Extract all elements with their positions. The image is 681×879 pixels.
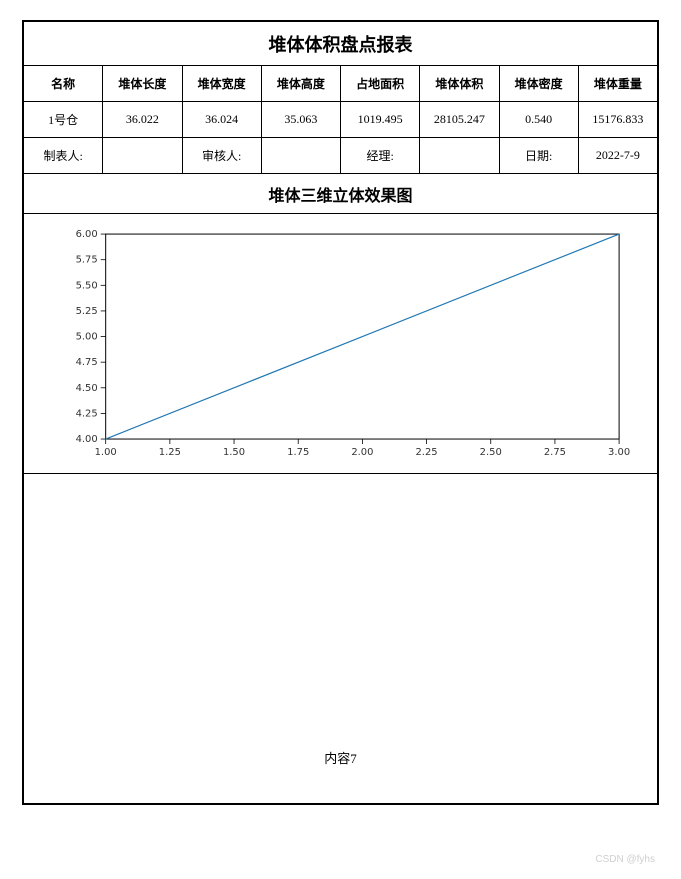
svg-text:5.25: 5.25	[76, 306, 98, 317]
cell-weight: 15176.833	[578, 102, 657, 138]
cell-name: 1号仓	[24, 102, 103, 138]
svg-text:1.00: 1.00	[95, 447, 117, 458]
col-volume: 堆体体积	[420, 66, 499, 102]
svg-text:2.50: 2.50	[480, 447, 502, 458]
date-label: 日期:	[499, 138, 578, 174]
manager-value	[420, 138, 499, 174]
svg-text:4.25: 4.25	[76, 408, 98, 419]
data-row: 1号仓 36.022 36.024 35.063 1019.495 28105.…	[24, 102, 658, 138]
svg-text:1.50: 1.50	[223, 447, 245, 458]
svg-text:4.00: 4.00	[76, 434, 98, 445]
watermark: CSDN @fyhs	[595, 854, 655, 865]
svg-text:6.00: 6.00	[76, 229, 98, 240]
report-table: 堆体体积盘点报表 名称 堆体长度 堆体宽度 堆体高度 占地面积 堆体体积 堆体密…	[23, 21, 658, 804]
svg-text:5.50: 5.50	[76, 280, 98, 291]
reviewer-label: 审核人:	[182, 138, 261, 174]
creator-value	[103, 138, 182, 174]
cell-width: 36.024	[182, 102, 261, 138]
svg-text:5.00: 5.00	[76, 332, 98, 343]
content7-cell: 内容7	[24, 474, 658, 804]
col-density: 堆体密度	[499, 66, 578, 102]
reviewer-value	[261, 138, 340, 174]
col-height: 堆体高度	[261, 66, 340, 102]
cell-height: 35.063	[261, 102, 340, 138]
svg-text:4.50: 4.50	[76, 383, 98, 394]
col-length: 堆体长度	[103, 66, 182, 102]
creator-label: 制表人:	[24, 138, 103, 174]
cell-length: 36.022	[103, 102, 182, 138]
report-title: 堆体体积盘点报表	[24, 22, 658, 66]
svg-text:2.25: 2.25	[415, 447, 437, 458]
manager-label: 经理:	[341, 138, 420, 174]
svg-text:2.75: 2.75	[544, 447, 566, 458]
cell-density: 0.540	[499, 102, 578, 138]
svg-text:1.75: 1.75	[287, 447, 309, 458]
date-value: 2022-7-9	[578, 138, 657, 174]
line-chart: 4.00 4.25 4.50 4.75 5.00 5.25 5.50 5.75 6.00 1.00…	[42, 224, 639, 469]
svg-text:1.25: 1.25	[159, 447, 181, 458]
sign-row: 制表人: 审核人: 经理: 日期: 2022-7-9	[24, 138, 658, 174]
chart-section-title: 堆体三维立体效果图	[24, 174, 658, 214]
col-width: 堆体宽度	[182, 66, 261, 102]
svg-text:4.75: 4.75	[76, 357, 98, 368]
svg-text:3.00: 3.00	[608, 447, 630, 458]
col-name: 名称	[24, 66, 103, 102]
cell-area: 1019.495	[341, 102, 420, 138]
svg-text:2.00: 2.00	[351, 447, 373, 458]
col-area: 占地面积	[341, 66, 420, 102]
cell-volume: 28105.247	[420, 102, 499, 138]
header-row: 名称 堆体长度 堆体宽度 堆体高度 占地面积 堆体体积 堆体密度 堆体重量	[24, 66, 658, 102]
col-weight: 堆体重量	[578, 66, 657, 102]
svg-text:5.75: 5.75	[76, 255, 98, 266]
chart-cell: 4.00 4.25 4.50 4.75 5.00 5.25 5.50 5.75 6.00 1.00…	[24, 214, 658, 474]
